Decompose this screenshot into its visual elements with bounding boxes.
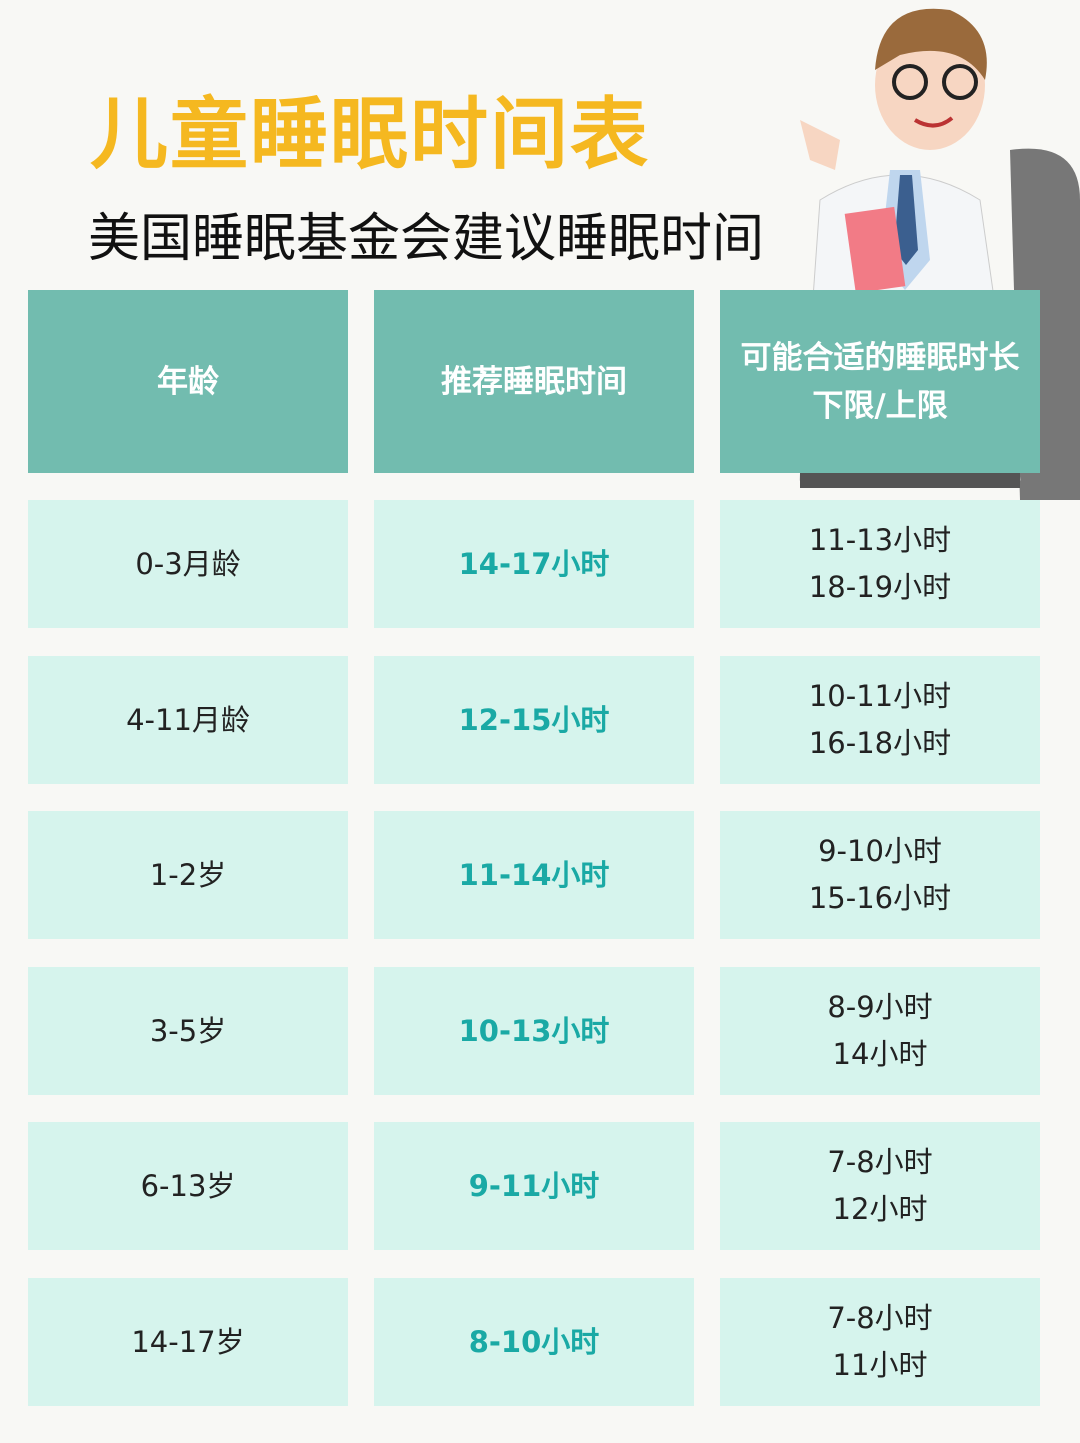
table-row-range: 8-9小时 14小时 (720, 967, 1040, 1095)
table-row-range: 9-10小时 15-16小时 (720, 811, 1040, 939)
lower-value: 7-8小时 (827, 1145, 933, 1179)
table-row-range: 11-13小时 18-19小时 (720, 500, 1040, 628)
age-value: 6-13岁 (140, 1168, 236, 1203)
table-row-age: 0-3月龄 (28, 500, 348, 628)
recommended-value: 11-14小时 (458, 857, 610, 892)
age-value: 4-11月龄 (126, 702, 250, 737)
table-row-age: 4-11月龄 (28, 656, 348, 784)
age-value: 14-17岁 (131, 1324, 245, 1359)
header-label: 推荐睡眠时间 (441, 363, 627, 400)
table-row-recommended: 9-11小时 (374, 1122, 694, 1250)
table-row-recommended: 12-15小时 (374, 656, 694, 784)
recommended-value: 12-15小时 (458, 702, 610, 737)
header-label: 年龄 (157, 363, 219, 400)
recommended-value: 14-17小时 (458, 546, 610, 581)
table-row-age: 14-17岁 (28, 1278, 348, 1406)
table-row-age: 6-13岁 (28, 1122, 348, 1250)
recommended-value: 10-13小时 (458, 1013, 610, 1048)
upper-value: 16-18小时 (808, 726, 952, 760)
header-label: 可能合适的睡眠时长 (740, 339, 1020, 376)
upper-value: 18-19小时 (808, 570, 952, 604)
table-row-recommended: 14-17小时 (374, 500, 694, 628)
recommended-value: 8-10小时 (468, 1324, 600, 1359)
header-age: 年龄 (28, 290, 348, 473)
lower-value: 8-9小时 (827, 990, 933, 1024)
age-value: 1-2岁 (149, 857, 227, 892)
lower-value: 7-8小时 (827, 1301, 933, 1335)
age-value: 3-5岁 (149, 1013, 227, 1048)
table-row-range: 7-8小时 11小时 (720, 1278, 1040, 1406)
age-value: 0-3月龄 (135, 546, 241, 581)
upper-value: 15-16小时 (808, 881, 952, 915)
page-subtitle: 美国睡眠基金会建议睡眠时间 (88, 209, 765, 269)
page-title: 儿童睡眠时间表 (90, 90, 651, 180)
table-row-age: 3-5岁 (28, 967, 348, 1095)
table-row-range: 10-11小时 16-18小时 (720, 656, 1040, 784)
upper-value: 11小时 (832, 1348, 928, 1382)
header-label-sub: 下限/上限 (812, 387, 948, 424)
table-row-age: 1-2岁 (28, 811, 348, 939)
lower-value: 10-11小时 (808, 679, 952, 713)
header-range: 可能合适的睡眠时长 下限/上限 (720, 290, 1040, 473)
upper-value: 14小时 (832, 1037, 928, 1071)
recommended-value: 9-11小时 (468, 1168, 600, 1203)
table-row-recommended: 11-14小时 (374, 811, 694, 939)
table-row-range: 7-8小时 12小时 (720, 1122, 1040, 1250)
lower-value: 11-13小时 (808, 523, 952, 557)
header-recommended: 推荐睡眠时间 (374, 290, 694, 473)
upper-value: 12小时 (832, 1192, 928, 1226)
table-row-recommended: 8-10小时 (374, 1278, 694, 1406)
lower-value: 9-10小时 (818, 834, 942, 868)
table-row-recommended: 10-13小时 (374, 967, 694, 1095)
